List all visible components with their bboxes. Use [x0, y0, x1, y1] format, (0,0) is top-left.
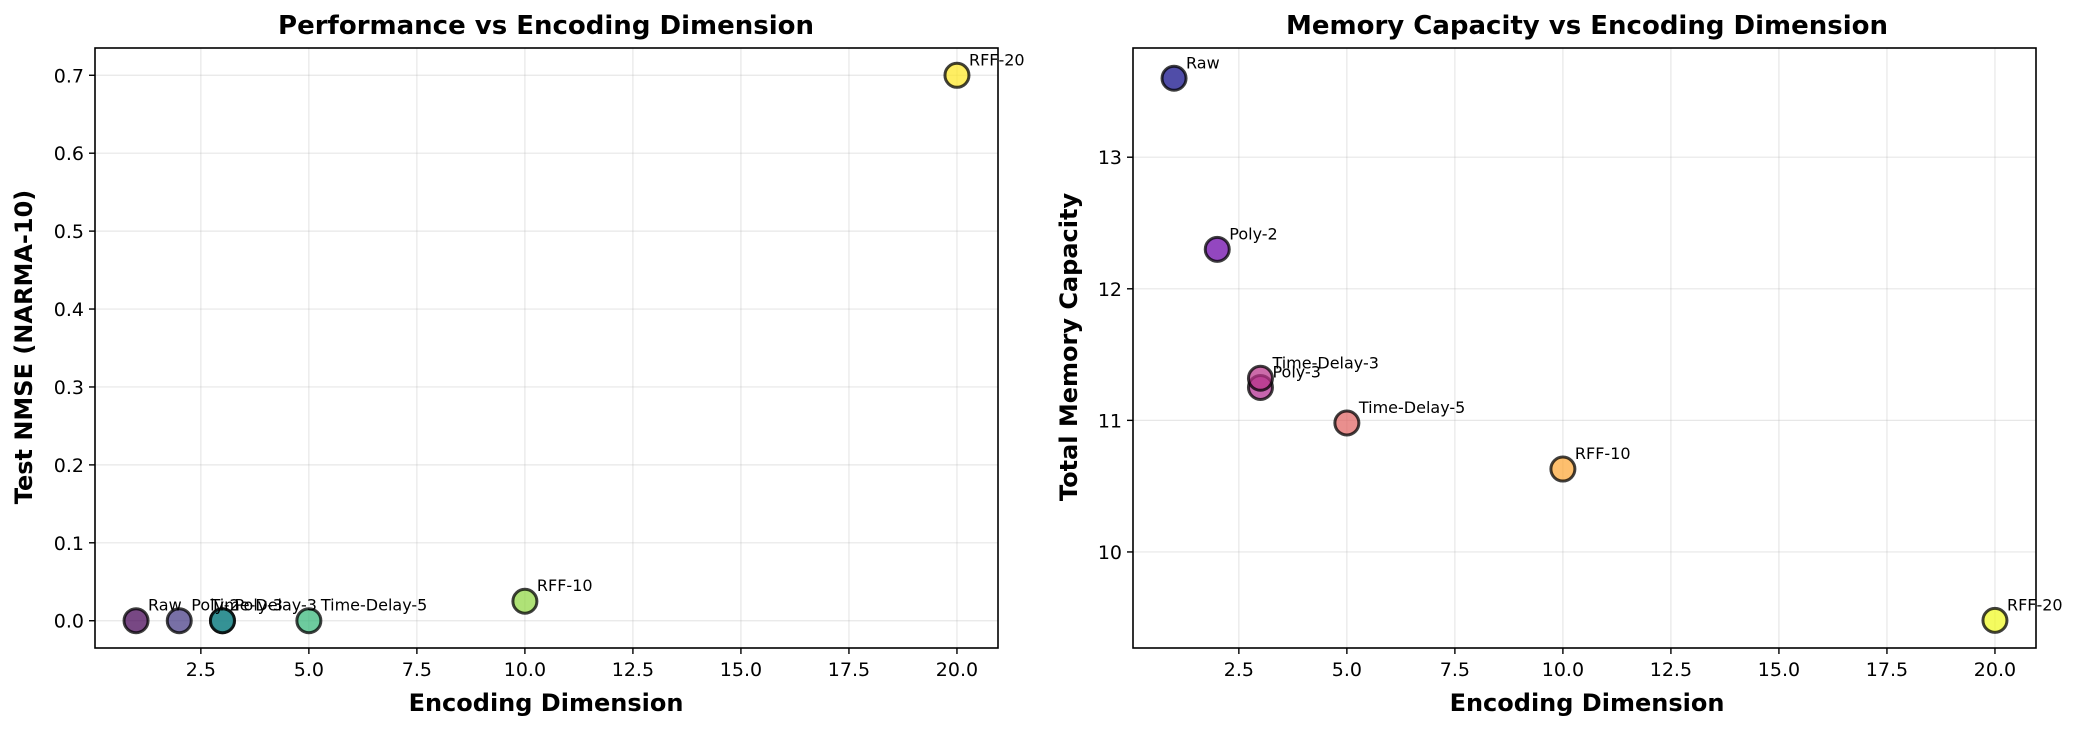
- point-label: Time-Delay-5: [1358, 398, 1465, 417]
- x-tick-label: 12.5: [1650, 659, 1692, 681]
- point-label: Time-Delay-3: [209, 596, 316, 615]
- data-point: [1333, 409, 1361, 437]
- x-tick-label: 7.5: [1440, 659, 1470, 681]
- x-axis-label: Encoding Dimension: [409, 689, 684, 717]
- x-tick-label: 12.5: [612, 659, 654, 681]
- x-tick-label: 15.0: [1758, 659, 1800, 681]
- data-point: [1549, 455, 1577, 483]
- point-label: Time-Delay-3: [1271, 353, 1378, 372]
- x-tick-label: 17.5: [1866, 659, 1908, 681]
- y-tick-label: 0.6: [54, 143, 84, 165]
- x-tick-label: 2.5: [186, 659, 216, 681]
- x-axis-label: Encoding Dimension: [1450, 689, 1725, 717]
- data-point: [1203, 235, 1231, 263]
- point-label: Time-Delay-5: [320, 596, 427, 615]
- data-point: [165, 607, 193, 635]
- y-tick-label: 0.0: [54, 611, 84, 633]
- chart-title: Performance vs Encoding Dimension: [278, 11, 814, 41]
- point-label: Poly-2: [1229, 224, 1277, 243]
- point-label: Poly-2: [191, 596, 239, 615]
- y-tick-label: 13: [1098, 147, 1122, 169]
- plot-frame: [1132, 47, 2037, 649]
- y-axis-label: Test NMSE (NARMA-10): [10, 190, 38, 504]
- data-point: [208, 607, 236, 635]
- y-tick-label: 0.5: [54, 221, 84, 243]
- y-tick-label: 10: [1098, 542, 1122, 564]
- y-axis-label: Total Memory Capacity: [1055, 193, 1083, 502]
- x-tick-label: 2.5: [1224, 659, 1254, 681]
- point-label: RFF-10: [1575, 444, 1631, 463]
- y-tick-label: 0.1: [54, 533, 84, 555]
- data-point: [295, 607, 323, 635]
- x-tick-label: 10.0: [1542, 659, 1584, 681]
- data-point: [122, 607, 150, 635]
- y-tick-label: 0.3: [54, 377, 84, 399]
- point-label: Poly-3: [1272, 362, 1320, 381]
- point-label: RFF-10: [537, 576, 593, 595]
- panel-memory-capacity: Memory Capacity vs Encoding Dimension En…: [1055, 11, 2063, 717]
- y-tick-label: 0.7: [54, 65, 84, 87]
- data-point: [1981, 606, 2009, 634]
- data-point: [511, 587, 539, 615]
- y-tick-label: 12: [1098, 279, 1122, 301]
- data-point: [1160, 64, 1188, 92]
- point-label: Poly-3: [234, 596, 282, 615]
- data-point: [943, 61, 971, 89]
- data-point: [1246, 364, 1274, 392]
- x-tick-label: 10.0: [504, 659, 546, 681]
- y-tick-label: 11: [1098, 410, 1122, 432]
- point-label: Raw: [148, 596, 182, 615]
- x-tick-label: 5.0: [1332, 659, 1362, 681]
- point-label: RFF-20: [2007, 595, 2063, 614]
- y-tick-label: 0.4: [54, 299, 84, 321]
- x-tick-label: 20.0: [936, 659, 978, 681]
- y-tick-label: 0.2: [54, 455, 84, 477]
- point-label: RFF-20: [969, 50, 1025, 69]
- panel-nmse: Performance vs Encoding Dimension Encodi…: [10, 11, 1025, 717]
- chart-title: Memory Capacity vs Encoding Dimension: [1286, 11, 1888, 41]
- plot-frame: [94, 47, 999, 649]
- x-tick-label: 20.0: [1974, 659, 2016, 681]
- x-tick-label: 5.0: [294, 659, 324, 681]
- x-tick-label: 7.5: [402, 659, 432, 681]
- point-label: Raw: [1186, 53, 1220, 72]
- x-tick-label: 15.0: [720, 659, 762, 681]
- x-tick-label: 17.5: [828, 659, 870, 681]
